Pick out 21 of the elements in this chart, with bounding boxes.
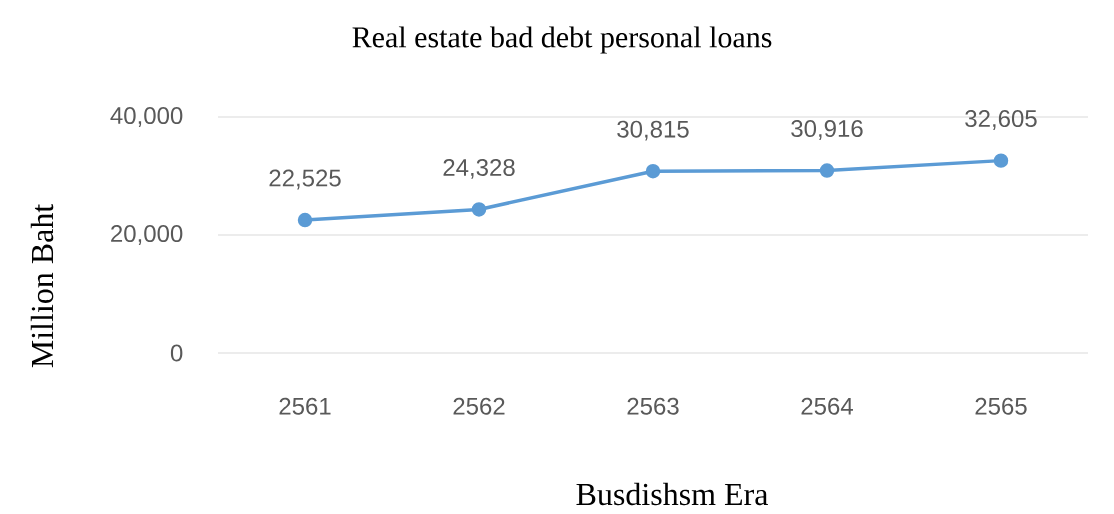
point — [297, 212, 313, 228]
x-tick-label: 2563 — [627, 397, 679, 415]
data-label: 30,815 — [617, 120, 689, 141]
y-tick-label: 40,000 — [110, 107, 183, 127]
y-tick-label: 0 — [170, 344, 183, 362]
chart-title: Real estate bad debt personal loans — [352, 26, 772, 54]
data-label: 32,605 — [965, 110, 1037, 130]
point — [993, 153, 1009, 168]
data-label: 30,916 — [791, 120, 863, 140]
point — [645, 163, 661, 179]
y-tick-label: 20,000 — [111, 225, 183, 245]
x-axis-title: Busdishsm Era — [576, 482, 768, 506]
data-label: 24,328 — [443, 158, 515, 179]
x-tick-label: 2564 — [801, 397, 853, 415]
x-tick-label: 2565 — [975, 397, 1027, 415]
x-tick-label: 2562 — [453, 397, 505, 415]
y-axis-title: Million Baht — [30, 203, 54, 368]
data-label: 22,525 — [269, 169, 341, 190]
point — [819, 163, 835, 178]
point — [471, 202, 487, 217]
x-tick-label: 2561 — [279, 397, 331, 415]
